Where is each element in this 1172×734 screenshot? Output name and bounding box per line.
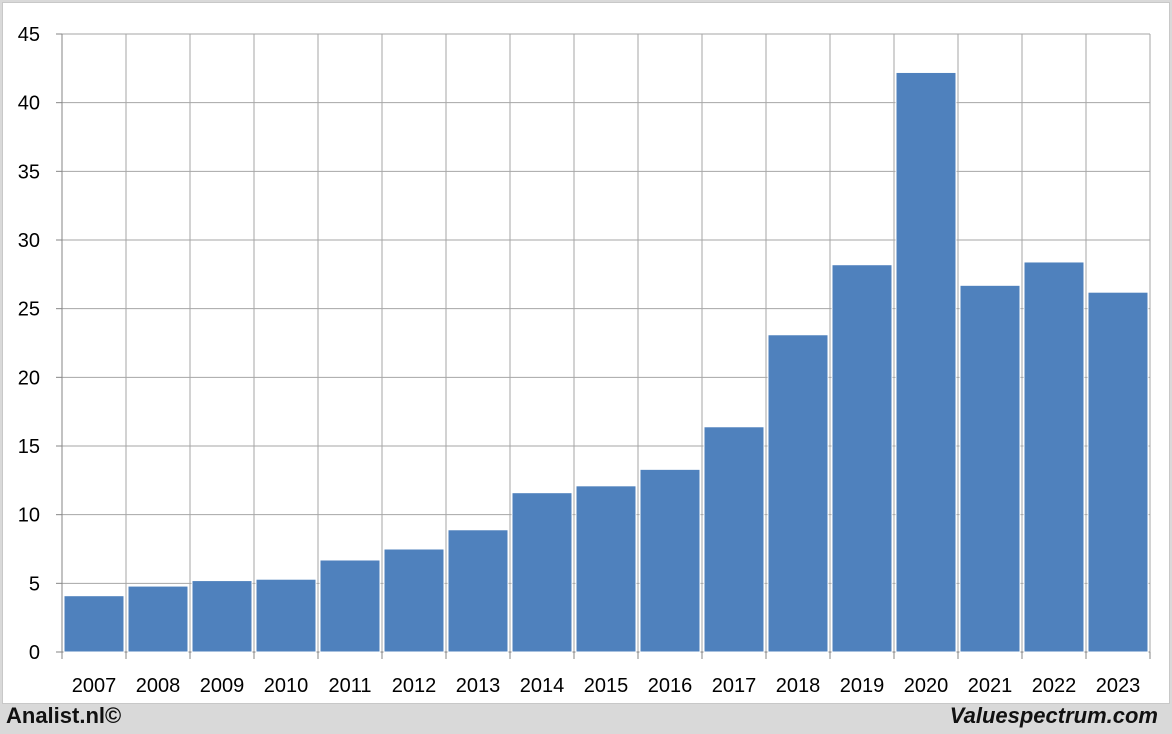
y-tick-label: 45 [18, 24, 40, 46]
y-tick-label: 10 [18, 505, 40, 527]
bar [703, 426, 765, 653]
y-tick-label: 35 [18, 161, 40, 183]
y-tick-label: 40 [18, 93, 40, 115]
x-tick-label: 2007 [72, 675, 117, 697]
y-tick-label: 25 [18, 299, 40, 321]
bar [959, 284, 1021, 653]
x-tick-label: 2018 [776, 675, 821, 697]
bar [319, 559, 381, 653]
bar [63, 595, 125, 653]
x-tick-label: 2015 [584, 675, 629, 697]
bar [895, 71, 957, 653]
bar [255, 578, 317, 653]
x-tick-label: 2023 [1096, 675, 1141, 697]
y-tick-label: 20 [18, 367, 40, 389]
bar [1087, 291, 1149, 653]
bar [767, 334, 829, 653]
x-tick-label: 2017 [712, 675, 757, 697]
x-tick-label: 2012 [392, 675, 437, 697]
bar [511, 492, 573, 653]
bar [639, 468, 701, 653]
y-tick-label: 15 [18, 436, 40, 458]
x-tick-label: 2008 [136, 675, 181, 697]
bar [127, 585, 189, 653]
bar [831, 264, 893, 653]
x-tick-label: 2021 [968, 675, 1013, 697]
website-label: Valuespectrum.com [949, 703, 1158, 728]
x-tick-label: 2020 [904, 675, 949, 697]
x-tick-label: 2014 [520, 675, 565, 697]
bar [383, 548, 445, 653]
x-tick-label: 2016 [648, 675, 693, 697]
bar [575, 485, 637, 653]
x-tick-label: 2010 [264, 675, 309, 697]
y-tick-label: 0 [29, 642, 40, 664]
x-tick-label: 2011 [328, 675, 371, 697]
x-tick-label: 2019 [840, 675, 885, 697]
bar [1023, 261, 1085, 653]
bar [447, 529, 509, 653]
y-tick-label: 5 [29, 573, 40, 595]
bar [191, 580, 253, 653]
x-tick-label: 2013 [456, 675, 501, 697]
source-label: Analist.nl© [6, 703, 122, 728]
x-tick-label: 2009 [200, 675, 245, 697]
y-tick-label: 30 [18, 230, 40, 252]
x-tick-label: 2022 [1032, 675, 1077, 697]
